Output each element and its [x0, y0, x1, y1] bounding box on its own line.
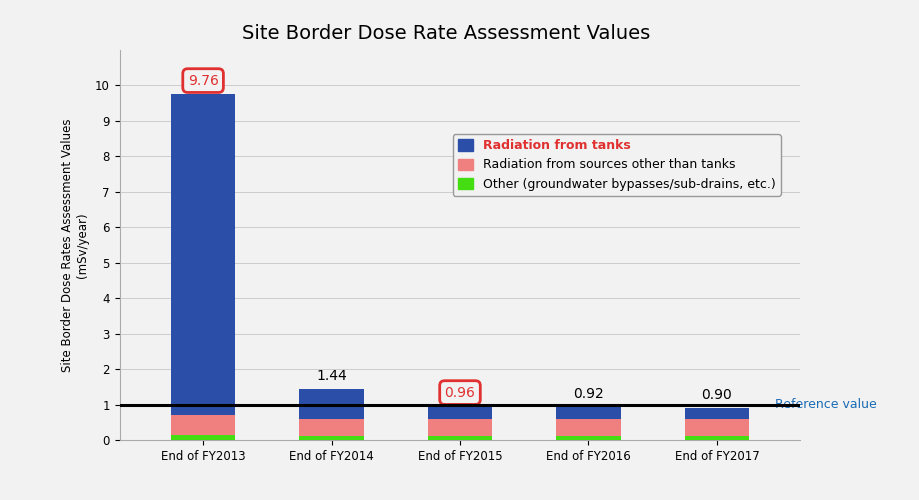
Bar: [556, 418, 620, 436]
Bar: [427, 418, 492, 436]
Bar: [171, 434, 235, 440]
Bar: [556, 408, 620, 418]
Bar: [299, 389, 363, 418]
Bar: [684, 436, 748, 440]
Text: 0.92: 0.92: [573, 387, 603, 401]
Text: Site Border Dose Rate Assessment Values: Site Border Dose Rate Assessment Values: [242, 24, 650, 43]
Bar: [684, 418, 748, 436]
Bar: [171, 415, 235, 434]
Bar: [556, 436, 620, 440]
Text: 0.96: 0.96: [444, 386, 475, 400]
Bar: [427, 436, 492, 440]
Bar: [299, 418, 363, 436]
Bar: [299, 436, 363, 440]
Text: 0.90: 0.90: [701, 388, 732, 402]
Text: 1.44: 1.44: [316, 368, 346, 382]
Text: Reference value: Reference value: [774, 398, 876, 411]
Bar: [171, 94, 235, 415]
Text: 9.76: 9.76: [187, 74, 219, 88]
Legend: Radiation from tanks, Radiation from sources other than tanks, Other (groundwate: Radiation from tanks, Radiation from sou…: [452, 134, 779, 196]
Bar: [684, 408, 748, 418]
Y-axis label: Site Border Dose Rates Assessment Values
(mSv/year): Site Border Dose Rates Assessment Values…: [62, 118, 89, 372]
Bar: [427, 406, 492, 418]
